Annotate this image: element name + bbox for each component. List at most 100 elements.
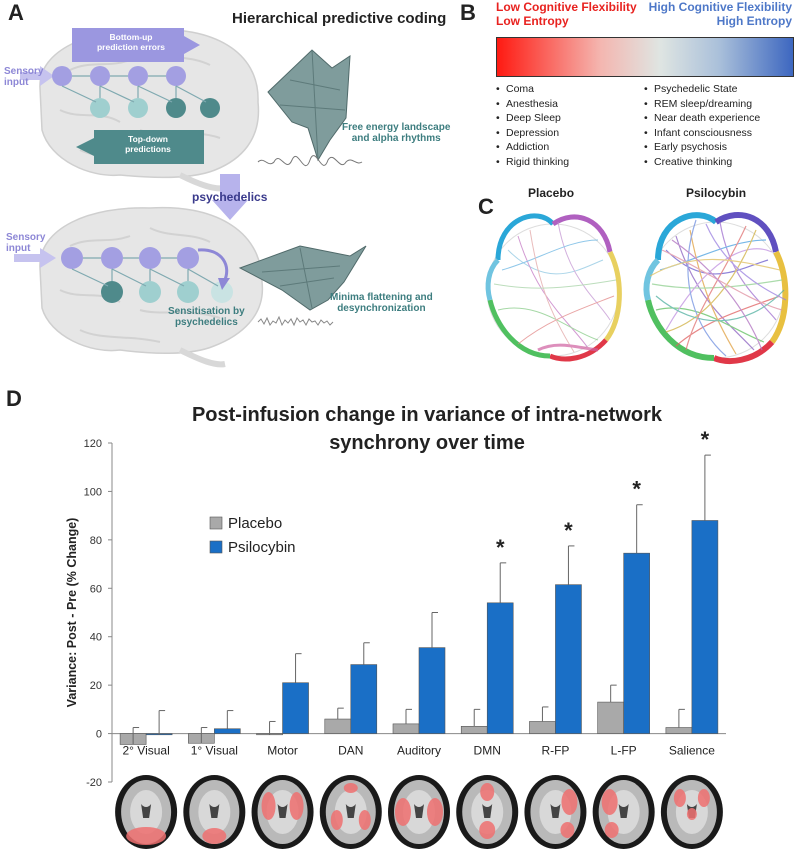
panel-b-letter: B (460, 0, 476, 25)
network-highlight (202, 828, 227, 844)
brain-slice-ventricle (141, 804, 152, 818)
bar-psilocybin (214, 728, 241, 734)
list-item: Creative thinking (644, 155, 760, 170)
bar-psilocybin (623, 552, 650, 734)
brain-slice-ventricle (482, 804, 493, 818)
bar-placebo (324, 718, 352, 734)
bar-psilocybin (350, 664, 378, 734)
bar-psilocybin (555, 584, 582, 734)
legend-swatch-psilocybin (209, 540, 223, 554)
sensitisation-label: Sensitisation by psychedelics (168, 306, 245, 328)
y-tick-label: -20 (86, 777, 102, 789)
network-highlight (395, 798, 411, 826)
bottom-up-arrow-icon (72, 28, 200, 62)
y-tick-label: 20 (90, 680, 102, 692)
brain-slice-ventricle (345, 804, 356, 818)
category-label: 2° Visual (122, 744, 169, 758)
list-item: Deep Sleep (496, 111, 569, 126)
significance-star: * (701, 427, 710, 452)
category-label: DMN (474, 744, 501, 758)
bottom-up-label: Bottom-up prediction errors (96, 32, 166, 52)
low-entropy-title: Low Entropy (496, 14, 569, 28)
list-item: Near death experience (644, 111, 760, 126)
significance-star: * (564, 518, 573, 543)
list-item: Addiction (496, 140, 569, 155)
top-down-arrow-icon (76, 130, 204, 164)
y-tick-label: 100 (84, 486, 102, 498)
category-label: DAN (338, 744, 363, 758)
list-item: Early psychosis (644, 140, 760, 155)
category-label: 1° Visual (191, 744, 238, 758)
y-tick-label: 60 (90, 583, 102, 595)
psychedelics-arrow-icon (212, 174, 248, 220)
bar-psilocybin (486, 602, 514, 734)
low-entropy-list: Coma Anesthesia Deep Sleep Depression Ad… (496, 82, 569, 170)
sensory-arrow-1-icon (20, 66, 54, 86)
sensory-arrow-2-icon (14, 248, 56, 268)
network-highlight (697, 789, 710, 807)
network-highlight (479, 821, 496, 839)
brain-slice-ventricle (277, 804, 288, 818)
network-highlight (601, 789, 618, 815)
minima-label: Minima flattening and desynchronization (330, 292, 433, 314)
y-axis-title: Variance: Post - Pre (% Change) (65, 518, 79, 708)
bar-psilocybin (691, 520, 719, 734)
high-entropy-list: Psychedelic State REM sleep/dreaming Nea… (644, 82, 760, 170)
y-tick-label: 0 (96, 729, 102, 741)
category-label: Motor (267, 744, 298, 758)
top-down-label: Top-down predictions (125, 134, 171, 154)
low-flexibility-title: Low Cognitive Flexibility (496, 0, 637, 14)
desync-wave-icon (257, 315, 334, 327)
free-energy-landscape-icon (267, 49, 351, 162)
network-highlight (686, 808, 697, 820)
network-highlight (673, 789, 686, 807)
bar-placebo (597, 701, 624, 734)
list-item: REM sleep/dreaming (644, 97, 760, 112)
network-highlight (261, 792, 276, 820)
panel-c-letter: C (478, 194, 494, 219)
upper-nodes (52, 66, 220, 118)
entropy-gradient-bar (496, 37, 794, 77)
legend-label-placebo: Placebo (228, 515, 282, 532)
lower-nodes (61, 247, 233, 303)
category-label: R-FP (541, 744, 569, 758)
list-item: Coma (496, 82, 569, 97)
bar-psilocybin (418, 647, 446, 734)
list-item: Rigid thinking (496, 155, 569, 170)
category-label: L-FP (611, 744, 637, 758)
psilocybin-connectome (643, 212, 789, 364)
network-highlight (560, 822, 575, 838)
y-tick-label: 120 (84, 438, 102, 450)
significance-star: * (496, 535, 505, 560)
bar-psilocybin (282, 682, 309, 734)
list-item: Psychedelic State (644, 82, 760, 97)
bar-placebo (460, 726, 488, 734)
network-highlight (330, 810, 343, 830)
brain-slice-ventricle (618, 804, 629, 818)
flattened-landscape-icon (238, 245, 367, 311)
brain-slice-ventricle (209, 804, 220, 818)
bar-placebo (665, 727, 693, 734)
network-highlight (289, 792, 304, 820)
sensory-input-label-2: Sensory input (6, 232, 46, 254)
legend-label-psilocybin: Psilocybin (228, 539, 296, 556)
sensory-input-label-1: Sensory input (4, 66, 44, 88)
network-highlight (343, 783, 358, 793)
category-label: Auditory (397, 744, 441, 758)
panel-d-letter: D (6, 386, 22, 411)
panel-a-title: Hierarchical predictive coding (232, 10, 447, 27)
psychedelics-label: psychedelics (192, 190, 268, 204)
network-highlight (126, 827, 167, 845)
legend-swatch-placebo (209, 516, 223, 530)
significance-star: * (632, 477, 641, 502)
list-item: Infant consciousness (644, 126, 760, 141)
chart-title-line-2: synchrony over time (329, 432, 525, 454)
y-tick-label: 80 (90, 535, 102, 547)
y-tick-label: 40 (90, 632, 102, 644)
bar-placebo (529, 721, 556, 734)
panel-a-illustration (14, 28, 367, 368)
network-highlight (604, 822, 619, 838)
placebo-network-label: Placebo (528, 186, 575, 200)
chart-title-line-1: Post-infusion change in variance of intr… (191, 404, 663, 426)
